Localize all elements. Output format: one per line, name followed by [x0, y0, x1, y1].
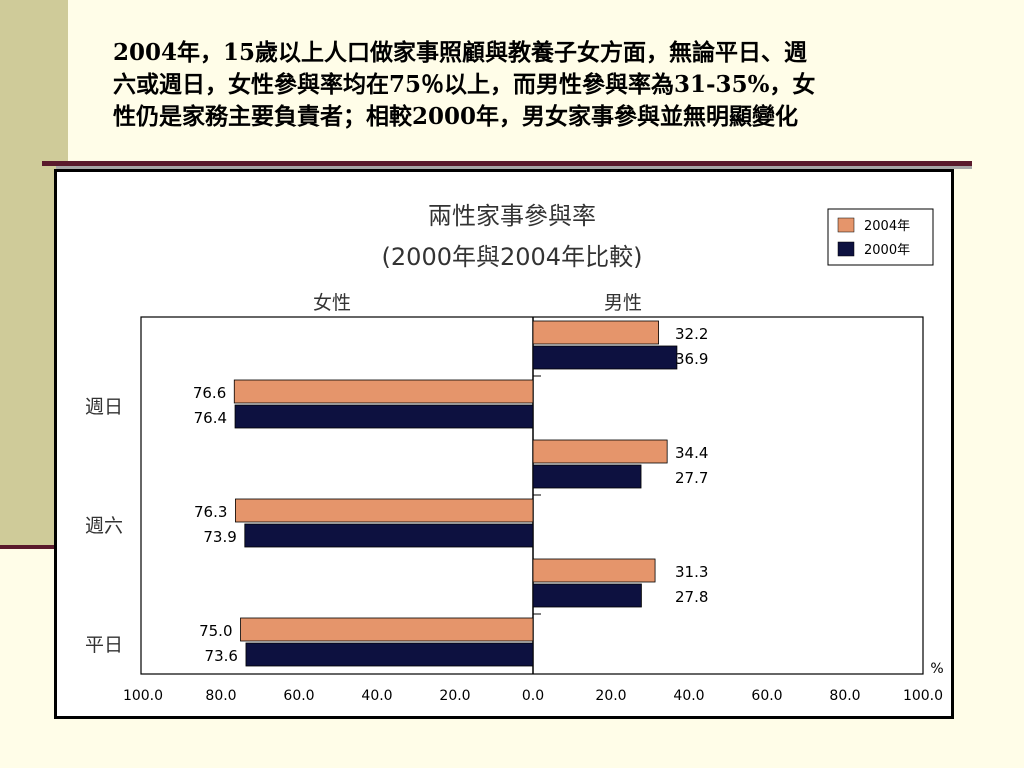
value-label-male-1-0: 36.9: [675, 350, 708, 368]
legend-swatch-2000: [837, 241, 855, 257]
value-label-female-1-2: 73.6: [205, 647, 238, 665]
x-tick-label-male: 40.0: [673, 688, 704, 704]
left-divider: [0, 545, 56, 549]
bar-chart: 兩性家事參與率 (2000年與2004年比較) 2004年 2000年 女性 男…: [85, 202, 944, 704]
bar-female-1-0: [234, 404, 534, 429]
bar-male-0-2: [532, 558, 656, 583]
legend-swatch-2004: [837, 217, 855, 233]
header-divider-shadow: [56, 164, 972, 169]
value-label-female-1-1: 73.9: [203, 528, 236, 546]
legend-label-2004: 2004年: [864, 219, 910, 234]
bar-male-1-1: [532, 464, 642, 489]
x-tick-label-male: 100.0: [903, 688, 943, 704]
bar-male-1-2: [532, 583, 642, 608]
plot-area: [140, 316, 924, 675]
category-label-2: 平日: [85, 634, 123, 656]
bar-male-0-1: [532, 439, 668, 464]
bar-female-0-1: [235, 498, 534, 523]
panel-label-male: 男性: [604, 292, 642, 314]
x-tick-label-male: 80.0: [829, 688, 860, 704]
value-label-female-1-0: 76.4: [194, 409, 227, 427]
chart-legend: 2004年 2000年: [827, 208, 934, 266]
bar-male-0-0: [532, 320, 659, 345]
x-tick-label-male: 20.0: [595, 688, 626, 704]
bar-male-1-0: [532, 345, 678, 370]
value-label-male-0-0: 32.2: [675, 325, 708, 343]
bar-female-1-1: [244, 523, 534, 548]
value-label-male-0-2: 31.3: [675, 563, 708, 581]
x-tick-label-male: 60.0: [751, 688, 782, 704]
slide-title-line-3: 性仍是家務主要負責者；相較2000年，男女家事參與並無明顯變化: [113, 103, 799, 130]
x-tick-label-female: 20.0: [439, 688, 470, 704]
legend-label-2000: 2000年: [864, 243, 910, 258]
header-divider: [42, 161, 972, 166]
x-tick-label-female: 100.0: [123, 688, 163, 704]
slide-title-line-1: 2004年，15歲以上人口做家事照顧與教養子女方面，無論平日、週: [113, 39, 808, 66]
value-label-male-0-1: 34.4: [675, 444, 708, 462]
category-label-0: 週日: [85, 396, 123, 418]
unit-label: %: [930, 661, 943, 677]
x-tick-label-male: 0.0: [522, 688, 544, 704]
chart-subtitle: (2000年與2004年比較): [382, 243, 643, 271]
slide-title-line-2: 六或週日，女性參與率均在75％以上，而男性參與率為31-35%，女: [113, 71, 816, 98]
category-label-1: 週六: [85, 515, 123, 537]
bar-female-1-2: [245, 642, 534, 667]
x-tick-label-female: 60.0: [283, 688, 314, 704]
chart-container: 兩性家事參與率 (2000年與2004年比較) 2004年 2000年 女性 男…: [54, 169, 954, 719]
value-label-male-1-1: 27.7: [675, 469, 708, 487]
value-label-male-1-2: 27.8: [675, 588, 708, 606]
chart-title: 兩性家事參與率: [428, 202, 596, 230]
bar-female-0-0: [233, 379, 534, 404]
bar-female-0-2: [240, 617, 534, 642]
x-tick-label-female: 40.0: [361, 688, 392, 704]
panel-label-female: 女性: [313, 292, 351, 314]
value-label-female-0-1: 76.3: [194, 503, 227, 521]
chart-marks: 76.6 32.2 76.4 36.9 週日 76.3 34.4 73.9 27.7 週六 75.0…: [85, 317, 943, 704]
x-tick-label-female: 80.0: [205, 688, 236, 704]
value-label-female-0-0: 76.6: [193, 384, 226, 402]
value-label-female-0-2: 75.0: [199, 622, 232, 640]
slide-title: 2004年，15歲以上人口做家事照顧與教養子女方面，無論平日、週 六或週日，女性…: [113, 37, 973, 133]
